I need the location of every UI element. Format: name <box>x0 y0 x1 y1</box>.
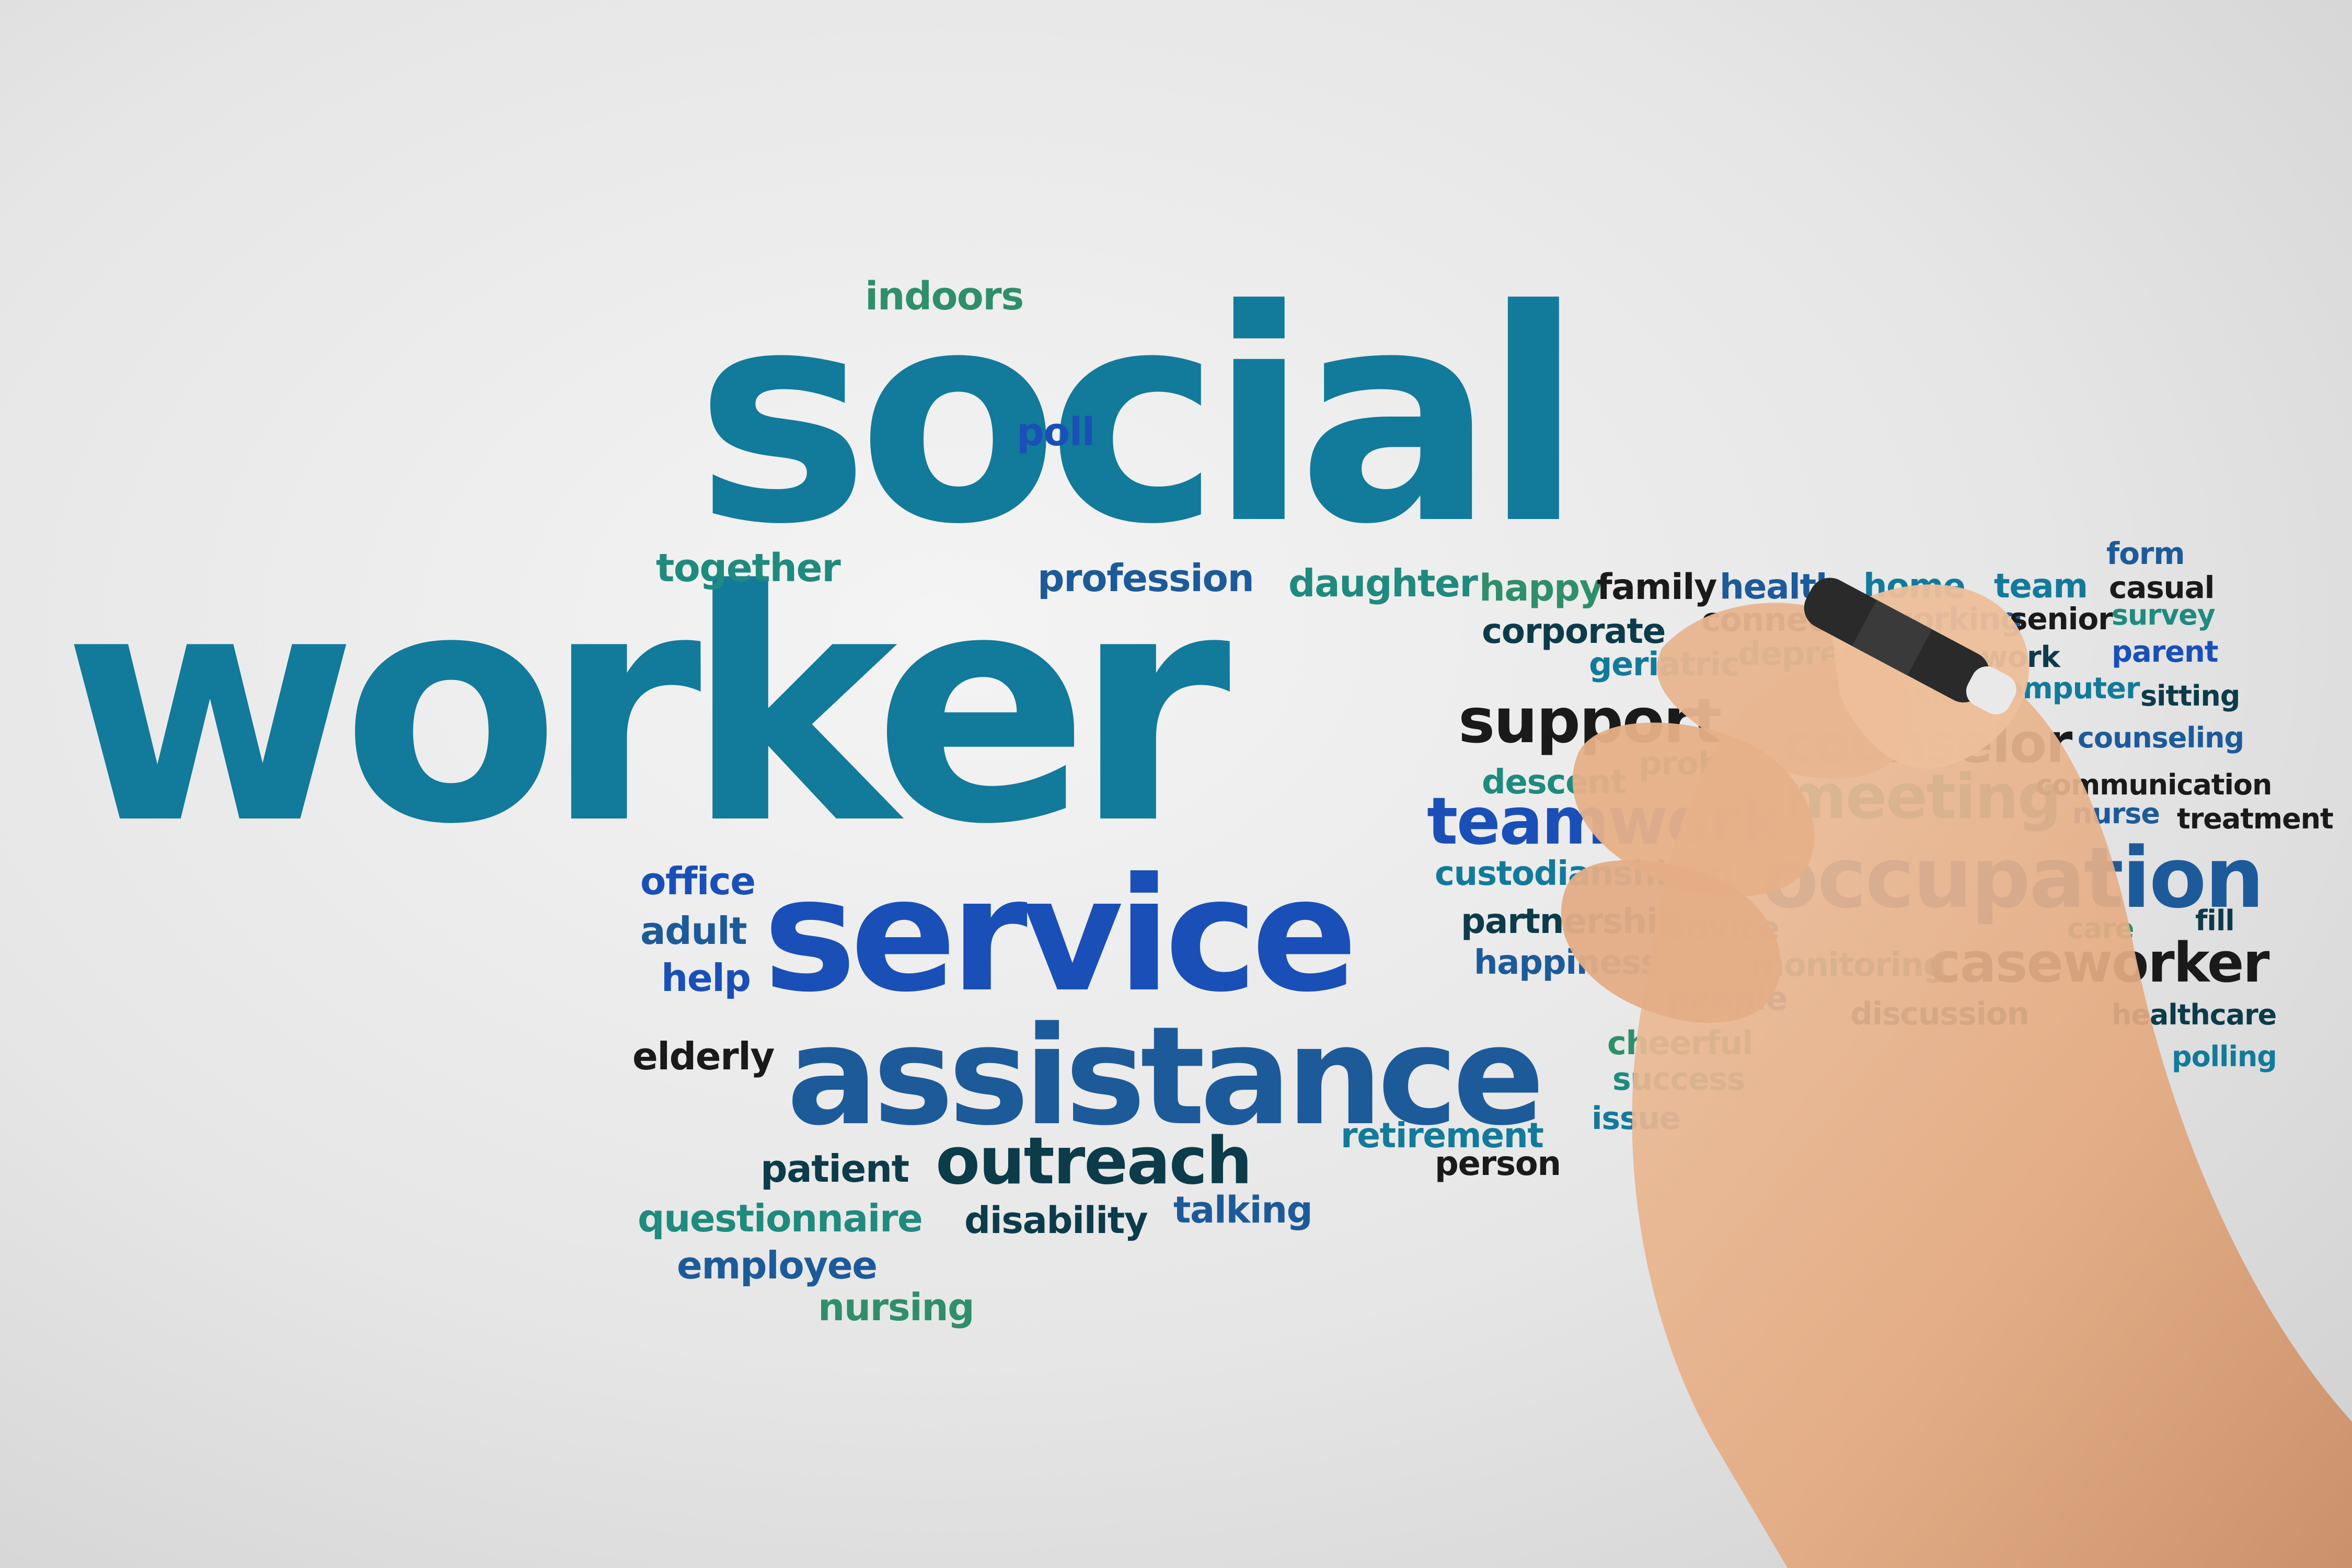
word-elderly: elderly <box>632 1034 775 1078</box>
hand-middle-finger <box>1572 722 1815 896</box>
word-assistance: assistance <box>787 998 1545 1156</box>
word-daughter: daughter <box>1288 561 1478 605</box>
word-help: help <box>661 956 751 1000</box>
word-form: form <box>2106 536 2185 571</box>
word-fill: fill <box>2195 904 2235 937</box>
word-disability: disability <box>964 1199 1148 1242</box>
word-corporate: corporate <box>1482 611 1666 651</box>
word-senior: senior <box>2010 601 2113 637</box>
word-indoors: indoors <box>865 274 1024 319</box>
marker-pen <box>1804 578 2016 714</box>
word-counseling: counseling <box>2078 721 2244 754</box>
word-adult: adult <box>640 909 747 953</box>
hand-ring-finger <box>1561 860 1781 1023</box>
word-poll: poll <box>1017 410 1095 455</box>
word-casual: casual <box>2109 570 2215 605</box>
hand-palm <box>1632 647 2352 1568</box>
word-office: office <box>640 859 756 903</box>
word-retirement: retirement <box>1341 1115 1544 1156</box>
word-family: family <box>1597 567 1717 608</box>
word-polling: polling <box>2172 1040 2277 1073</box>
word-person: person <box>1435 1145 1561 1183</box>
word-happy: happy <box>1479 567 1603 609</box>
word-sitting: sitting <box>2140 679 2240 712</box>
word-treatment: treatment <box>2177 802 2334 835</box>
word-profession: profession <box>1037 556 1254 600</box>
word-social: social <box>695 248 1584 589</box>
word-parent: parent <box>2112 635 2219 669</box>
word-worker: worker <box>63 523 1231 894</box>
word-talking: talking <box>1173 1189 1313 1231</box>
word-patient: patient <box>760 1147 909 1191</box>
word-survey: survey <box>2112 598 2216 631</box>
word-questionnaire: questionnaire <box>638 1196 923 1240</box>
word-team: team <box>1994 567 2088 606</box>
word-together: together <box>656 546 841 591</box>
word-outreach: outreach <box>936 1124 1252 1199</box>
word-service: service <box>763 844 1358 1027</box>
word-nursing: nursing <box>818 1285 975 1329</box>
word-employee: employee <box>677 1243 878 1287</box>
